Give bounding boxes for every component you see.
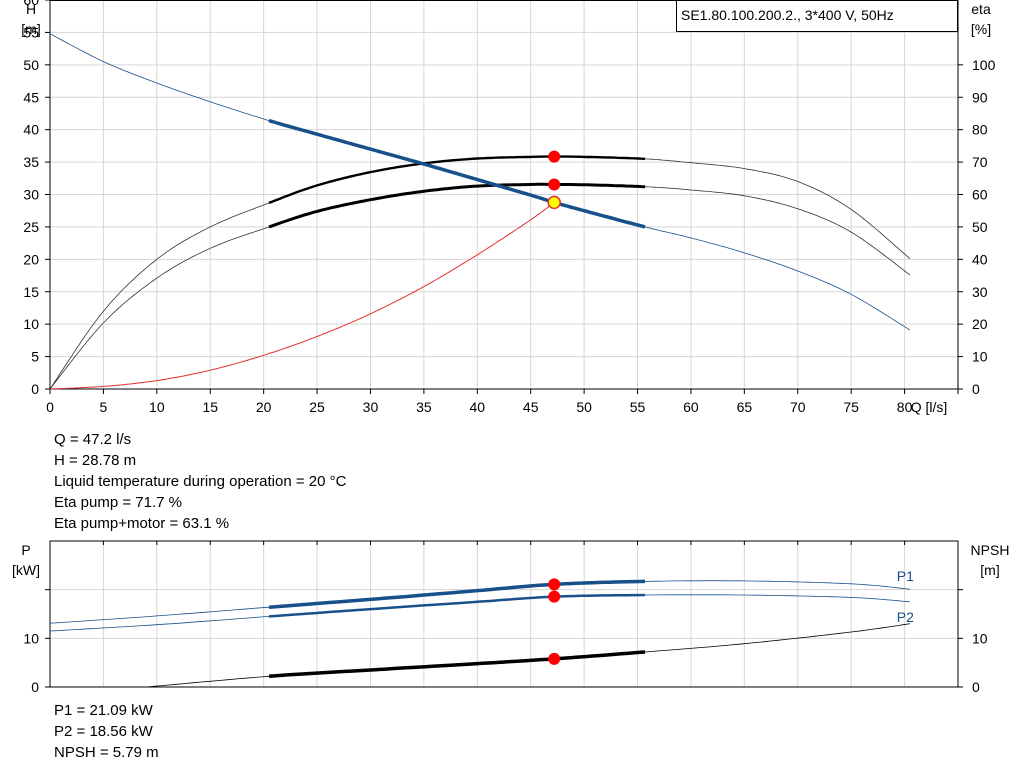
eta_pump-curve-thin — [49, 156, 911, 390]
x-tick-label: 50 — [576, 399, 592, 415]
result-eta-pump: Eta pump = 71.7 % — [54, 494, 182, 511]
eta-pump-marker — [548, 150, 561, 163]
y2-axis-label: NPSH — [971, 542, 1010, 558]
eta_total-curve-thin — [49, 183, 911, 390]
head-curve-range — [268, 118, 646, 229]
y-tick-label: 0 — [31, 381, 39, 397]
head-efficiency-chart: 0 5 10 15 20 25 30 35 40 45 50 55 60 65 70 75 80 0 5 10 15 20… — [21, 0, 996, 415]
y2-tick-label: 30 — [972, 284, 988, 300]
y-tick-label: 25 — [23, 219, 39, 235]
y-tick-label: 45 — [23, 89, 39, 105]
y2-tick-label: 40 — [972, 251, 988, 267]
eta-total-marker — [548, 178, 561, 191]
npsh-curve-range — [268, 650, 646, 679]
y2-tick-label: 0 — [972, 381, 980, 397]
x-tick-label: 25 — [309, 399, 325, 415]
p2-label: P2 — [897, 609, 914, 625]
p1-marker — [548, 578, 561, 591]
result-eta-total: Eta pump+motor = 63.1 % — [54, 515, 230, 532]
p2-curve-thin — [49, 594, 910, 632]
y2-tick-label: 100 — [972, 57, 996, 73]
y-axis-unit: [kW] — [12, 562, 40, 578]
x-tick-label: 65 — [737, 399, 753, 415]
power-npsh-chart: 0 10 0 10 P [kW] NPSH [m] P1 P2 — [12, 540, 1010, 695]
y2-axis-label: eta — [971, 1, 991, 17]
x-tick-label: 40 — [470, 399, 486, 415]
result-temperature: Liquid temperature during operation = 20… — [54, 473, 347, 490]
y-axis-unit: [m] — [21, 21, 40, 37]
y-tick-label: 50 — [23, 57, 39, 73]
y-tick-label: 55 — [23, 24, 39, 40]
y2-tick-label: 0 — [972, 679, 980, 695]
x-tick-label: 0 — [46, 399, 54, 415]
x-tick-label: 15 — [202, 399, 218, 415]
y-axis-label: P — [21, 542, 30, 558]
x-tick-label: 80 — [897, 399, 913, 415]
p1-curve-range — [268, 579, 646, 609]
title-box-label: SE1.80.100.200.2., 3*400 V, 50Hz — [681, 7, 894, 23]
x-tick-label: 60 — [683, 399, 699, 415]
y2-tick-label: 90 — [972, 89, 988, 105]
y-tick-label: 30 — [23, 187, 39, 203]
y2-tick-label: 60 — [972, 187, 988, 203]
x-tick-label: 10 — [149, 399, 165, 415]
y2-tick-label: 20 — [972, 316, 988, 332]
power-results: P1 = 21.09 kW P2 = 18.56 kW NPSH = 5.79 … — [54, 700, 159, 763]
result-head: H = 28.78 m — [54, 452, 137, 469]
result-p2: P2 = 18.56 kW — [54, 723, 153, 740]
x-tick-label: 35 — [416, 399, 432, 415]
y2-tick-label: 10 — [972, 630, 988, 646]
y2-tick-label: 70 — [972, 154, 988, 170]
result-p1: P1 = 21.09 kW — [54, 702, 153, 719]
npsh-curve-thin — [146, 623, 910, 688]
y-tick-label: 10 — [23, 630, 39, 646]
y-tick-label: 10 — [23, 316, 39, 332]
y2-tick-label: 10 — [972, 349, 988, 365]
x-tick-label: 45 — [523, 399, 539, 415]
result-flow: Q = 47.2 l/s — [54, 431, 132, 448]
y-tick-label: 60 — [23, 0, 39, 8]
plot-frame — [49, 540, 959, 688]
eta-total-curve-range — [268, 182, 646, 229]
grid — [49, 0, 959, 390]
y-tick-label: 20 — [23, 251, 39, 267]
y-tick-label: 5 — [31, 349, 39, 365]
y2-axis-unit: [%] — [971, 21, 991, 37]
y-tick-label: 35 — [23, 154, 39, 170]
y-tick-label: 15 — [23, 284, 39, 300]
title-box — [676, 0, 958, 32]
system-curve — [49, 202, 555, 390]
y-tick-label: 40 — [23, 122, 39, 138]
y2-axis-unit: [m] — [980, 562, 999, 578]
y2-tick-label: 80 — [972, 122, 988, 138]
x-axis-label: Q [l/s] — [911, 399, 948, 415]
y-tick-label: 0 — [31, 679, 39, 695]
p2-curve-range — [268, 593, 646, 618]
grid — [49, 541, 959, 687]
x-tick-label: 5 — [100, 399, 108, 415]
y-axis-label: H — [26, 1, 36, 17]
p2-marker — [548, 590, 561, 603]
result-npsh: NPSH = 5.79 m — [54, 744, 159, 761]
x-tick-label: 20 — [256, 399, 272, 415]
x-tick-label: 75 — [843, 399, 859, 415]
x-tick-label: 30 — [363, 399, 379, 415]
x-tick-label: 70 — [790, 399, 806, 415]
x-tick-label: 55 — [630, 399, 646, 415]
eta-pump-curve-range — [268, 155, 646, 205]
y2-tick-label: 50 — [972, 219, 988, 235]
duty-point-marker — [547, 195, 561, 210]
duty-results: Q = 47.2 l/s H = 28.78 m Liquid temperat… — [54, 429, 346, 534]
npsh-marker — [548, 652, 561, 665]
p1-label: P1 — [897, 568, 914, 584]
